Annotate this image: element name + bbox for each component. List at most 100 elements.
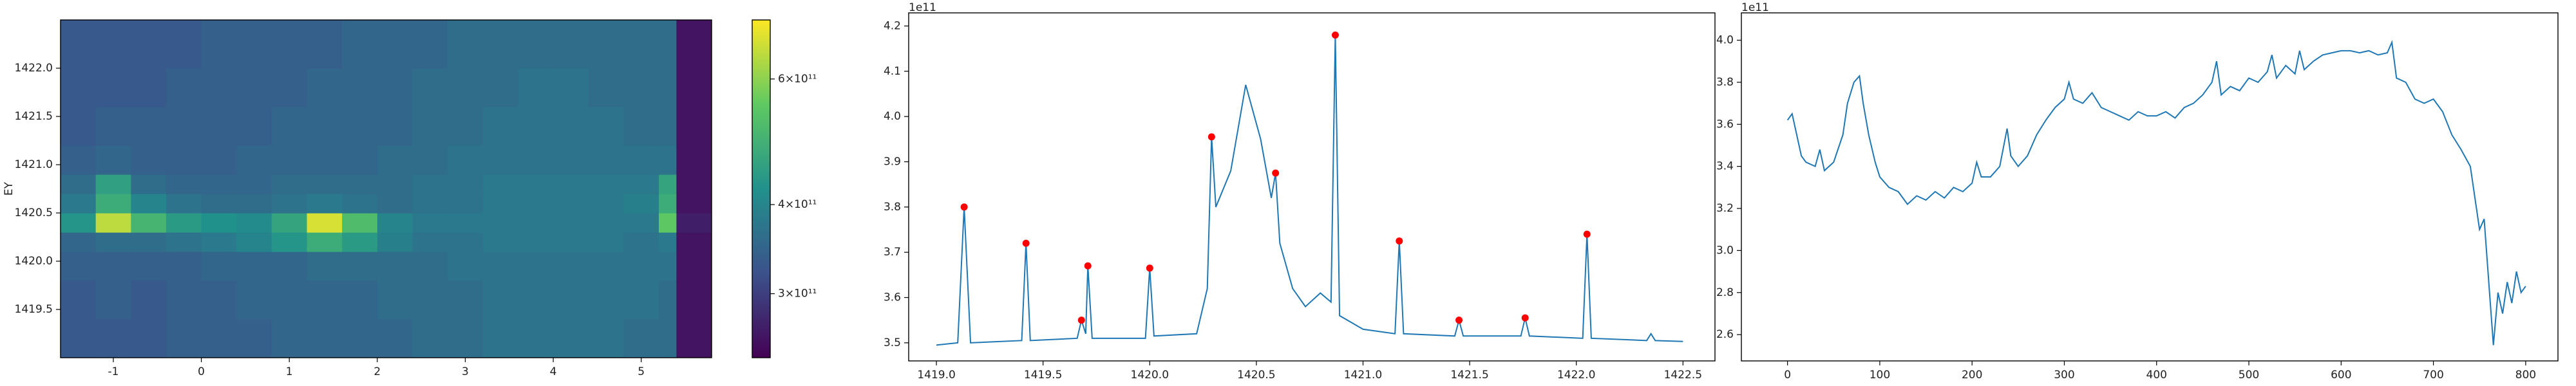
heatmap-cell [518,213,554,233]
heatmap-cell [676,107,712,146]
x-tick-label: 0 [198,365,205,378]
x-tick-label: 700 [2423,369,2443,381]
heatmap-cell [131,280,167,320]
heatmap-cell [307,174,343,194]
heatmap-cell [553,252,589,281]
heatmap-cell [201,174,237,194]
x-tick-label: 300 [2054,369,2074,381]
heatmap-cell [342,194,378,214]
heatmap-cell [131,319,167,358]
heatmap-cell [61,20,97,69]
heatmap-cell [623,252,659,281]
heatmap-cell [412,174,448,194]
heatmap-cell [166,252,202,281]
y-tick-label: 3.8 [1716,76,1734,89]
heatmap-cell [166,232,202,252]
x-tick-label: 800 [2515,369,2536,381]
heatmap-cell [412,232,448,252]
peak-marker [1208,133,1215,141]
heatmap-cell [131,145,167,175]
heatmap-cell [482,145,519,175]
heatmap-cell [482,213,519,233]
heatmap-cell [95,280,131,320]
heatmap-cell [588,20,624,69]
heatmap-cell [342,232,378,252]
y-tick-label: 4.1 [884,65,901,78]
heatmap-cell [201,319,237,358]
peak-marker [1022,239,1030,247]
y-axis-label: EY [3,181,15,196]
y-tick-label: 1420.5 [15,207,53,219]
heatmap-cell [271,68,308,107]
heatmap-cell [166,20,202,69]
heatmap-cell [61,107,97,146]
y-tick-label: 3.4 [1716,160,1734,173]
heatmap-cell [448,174,484,194]
y-tick-label: 3.5 [884,336,901,349]
heatmap-cell [236,213,272,233]
heatmap-cell [61,280,97,320]
heatmap-cell [412,252,448,281]
heatmap-cell [95,145,131,175]
heatmap-cell [623,280,659,320]
heatmap-cell [448,280,484,320]
heatmap-cell [377,145,413,175]
x-tick-label: 2 [374,365,381,378]
heatmap-cell [623,145,659,175]
heatmap-cell [448,213,484,233]
heatmap-cell [131,174,167,194]
data-line [936,35,1683,346]
heatmap-cell [201,252,237,281]
heatmap-cell [518,280,554,320]
heatmap-cell [448,68,484,107]
x-tick-label: 1422.0 [1557,369,1595,381]
heatmap-cell [412,213,448,233]
heatmap-cell [377,68,413,107]
x-tick-label: 500 [2239,369,2259,381]
heatmap-cell [588,280,624,320]
heatmap-cell [95,252,131,281]
heatmap-cell [588,213,624,233]
heatmap-cell [676,68,712,107]
heatmap-cell [553,174,589,194]
heatmap-cell [623,174,659,194]
y-tick-label: 1421.5 [15,110,53,123]
x-tick-label: 1420.0 [1131,369,1169,381]
heatmap-cell [377,174,413,194]
heatmap-cell [61,213,97,233]
heatmap-cell [623,68,659,107]
heatmap-cell [131,20,167,69]
heatmap-cell [518,252,554,281]
heatmap-cell [659,213,677,233]
heatmap-cell [623,20,659,69]
heatmap-cell [518,107,554,146]
heatmap-cell [482,194,519,214]
heatmap-cell [377,213,413,233]
heatmap-cell [307,319,343,358]
heatmap-cell [131,194,167,214]
x-tick-label: 100 [1870,369,1890,381]
peak-marker [1331,31,1339,39]
colorbar-tick-label: 6×10¹¹ [778,73,817,86]
peak-marker [1521,314,1529,322]
heatmap-cell [377,319,413,358]
heatmap-cell [61,232,97,252]
x-tick-label: 600 [2331,369,2351,381]
heatmap-cell [377,280,413,320]
y-tick-label: 4.0 [884,110,901,123]
heatmap-cell [623,194,659,214]
heatmap-cell [659,68,677,107]
heatmap-cell [676,213,712,233]
y-tick-label: 3.6 [1716,118,1734,131]
data-line [1786,40,2526,345]
heatmap-cell [518,319,554,358]
heatmap-cell [131,252,167,281]
heatmap-cell [236,252,272,281]
heatmap-cell [448,107,484,146]
heatmap-cell [659,280,677,320]
heatmap-cell [588,319,624,358]
peak-marker [1084,262,1092,270]
heatmap-cell [553,232,589,252]
y-tick-label: 3.2 [1716,202,1734,215]
